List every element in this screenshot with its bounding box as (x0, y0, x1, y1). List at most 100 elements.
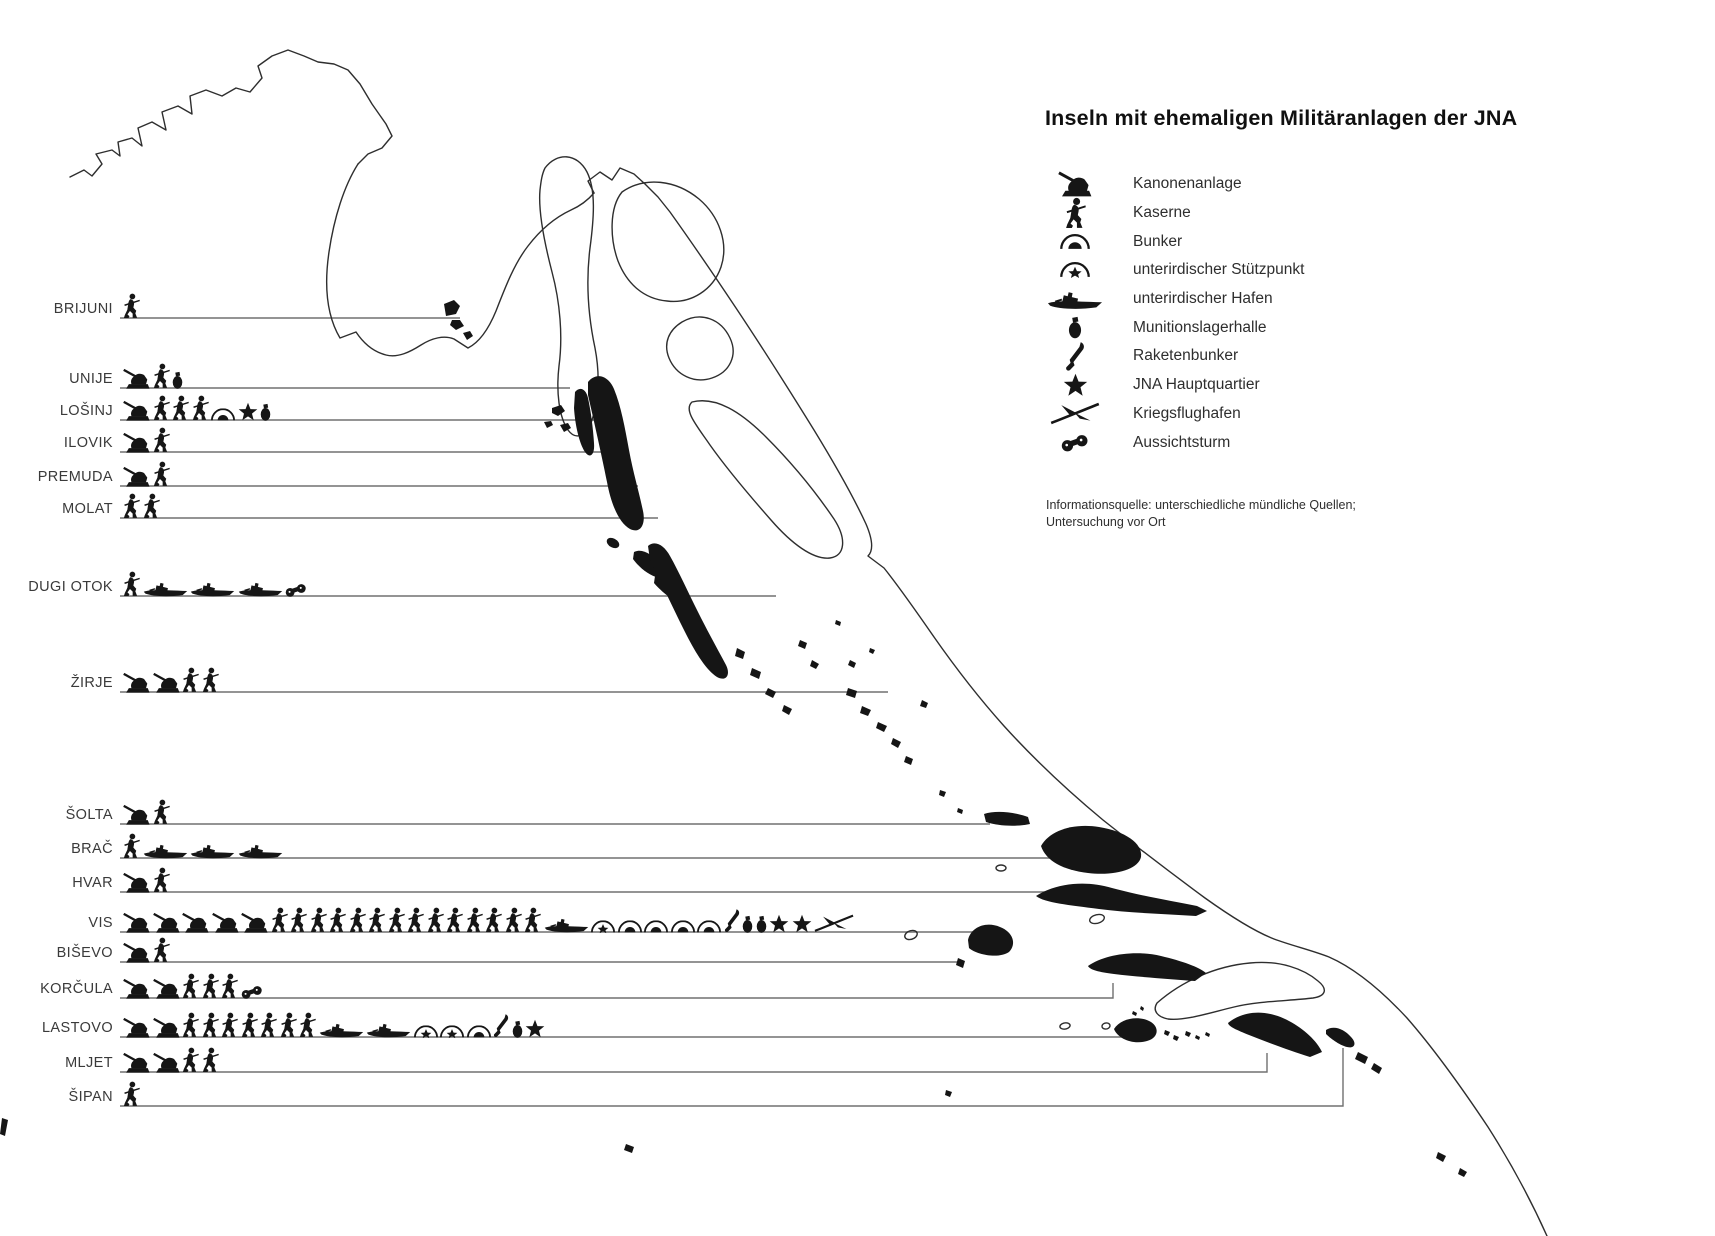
kanonenanlage-icon (153, 1052, 180, 1073)
legend-item-hafen: unterirdischer Hafen (1048, 285, 1304, 314)
bunker-icon (618, 920, 642, 933)
legend-label: Bunker (1133, 232, 1183, 250)
facility-icons-molat (123, 493, 160, 519)
munitionslagerhalle-icon (260, 403, 271, 421)
kaserne-icon (143, 493, 160, 519)
facility-icons-unije (123, 363, 183, 389)
facility-icons-žirje (123, 667, 219, 693)
kaserne-icon (153, 395, 170, 421)
facility-icons-korčula (123, 973, 263, 999)
kaserne-icon (182, 1012, 199, 1038)
kaserne-icon (123, 493, 140, 519)
facility-icons-dugi-otok (123, 571, 307, 597)
kaserne-icon (485, 907, 502, 933)
legend-item-hauptquartier: JNA Hauptquartier (1048, 371, 1304, 400)
kaserne-icon (202, 973, 219, 999)
hafen-icon (190, 842, 235, 859)
facility-icons-vis (123, 907, 854, 933)
legend: Kanonenanlage Kaserne Bunker unterirdischer… (1048, 170, 1304, 457)
aussichtsturm-icon (285, 583, 307, 597)
kaserne-icon (1065, 197, 1086, 230)
legend-label: Kriegsflughafen (1133, 404, 1241, 422)
kanonenanlage-icon (153, 978, 180, 999)
legend-item-kriegsflughafen: Kriegsflughafen (1048, 400, 1304, 429)
hafen-icon (544, 916, 589, 933)
facility-icons-mljet (123, 1047, 219, 1073)
kaserne-icon (299, 1012, 316, 1038)
legend-icon-box (1048, 341, 1102, 372)
raketenbunker-icon (493, 1013, 509, 1038)
legend-icon-box (1048, 401, 1102, 426)
aussichtsturm-icon (1061, 434, 1089, 452)
legend-item-bunker: Bunker (1048, 227, 1304, 256)
kaserne-icon (123, 293, 140, 319)
kanonenanlage-icon (182, 912, 209, 933)
kaserne-icon (524, 907, 541, 933)
facility-icons-lošinj (123, 395, 271, 421)
island-label-premuda: PREMUDA (37, 469, 113, 485)
hafen-icon (190, 580, 235, 597)
island-label-molat: MOLAT (62, 501, 113, 517)
kaserne-icon (280, 1012, 297, 1038)
stuetzpunkt-icon (1060, 262, 1090, 278)
island-label-mljet: MLJET (65, 1055, 113, 1071)
source-note: Informationsquelle: unterschiedliche mün… (1046, 497, 1356, 531)
kanonenanlage-icon (153, 912, 180, 933)
kaserne-icon (182, 1047, 199, 1073)
legend-label: Aussichtsturm (1133, 433, 1231, 451)
legend-item-kanonenanlage: Kanonenanlage (1048, 170, 1304, 199)
kaserne-icon (466, 907, 483, 933)
kaserne-icon (202, 667, 219, 693)
facility-icons-šolta (123, 799, 170, 825)
facility-icons-šipan (123, 1081, 140, 1107)
munitionslagerhalle-icon (756, 915, 767, 933)
legend-label: unterirdischer Stützpunkt (1133, 261, 1305, 279)
legend-item-raketenbunker: Raketenbunker (1048, 342, 1304, 371)
legend-item-munitionslagerhalle: Munitionslagerhalle (1048, 313, 1304, 342)
kaserne-icon (153, 461, 170, 487)
leader-line-šipan (120, 1048, 1344, 1107)
raketenbunker-icon (724, 908, 740, 933)
island-label-korčula: KORČULA (40, 981, 113, 997)
legend-icon-box (1048, 171, 1102, 197)
kaserne-icon (221, 1012, 238, 1038)
kaserne-icon (153, 937, 170, 963)
kanonenanlage-icon (123, 978, 150, 999)
kanonenanlage-icon (153, 672, 180, 693)
kriegsflughafen-icon (814, 913, 854, 933)
kaserne-icon (446, 907, 463, 933)
legend-icon-box (1048, 262, 1102, 278)
aussichtsturm-icon (241, 985, 263, 999)
facility-icons-premuda (123, 461, 170, 487)
kaserne-icon (407, 907, 424, 933)
legend-icon-box (1048, 373, 1102, 397)
kaserne-icon (349, 907, 366, 933)
munitionslagerhalle-icon (1068, 316, 1082, 339)
kanonenanlage-icon (123, 1017, 150, 1038)
island-label-vis: VIS (88, 915, 113, 931)
kaserne-icon (172, 395, 189, 421)
bunker-icon (697, 920, 721, 933)
legend-icon-box (1048, 289, 1102, 310)
munitionslagerhalle-icon (172, 371, 183, 389)
kaserne-icon (221, 973, 238, 999)
kanonenanlage-icon (123, 400, 150, 421)
hafen-icon (238, 842, 283, 859)
legend-label: Munitionslagerhalle (1133, 318, 1267, 336)
legend-label: Kaserne (1133, 204, 1191, 222)
hauptquartier-icon (1063, 373, 1088, 397)
kaserne-icon (123, 1081, 140, 1107)
legend-label: unterirdischer Hafen (1133, 290, 1273, 308)
island-label-lošinj: LOŠINJ (59, 403, 113, 419)
kaserne-icon (241, 1012, 258, 1038)
kanonenanlage-icon (123, 872, 150, 893)
hauptquartier-icon (525, 1019, 545, 1038)
island-label-lastovo: LASTOVO (41, 1020, 113, 1036)
island-label-brač: BRAČ (71, 841, 113, 857)
kaserne-icon (153, 427, 170, 453)
legend-label: Raketenbunker (1133, 347, 1239, 365)
stuetzpunkt-icon (414, 1025, 438, 1038)
kaserne-icon (153, 363, 170, 389)
kanonenanlage-icon (123, 1052, 150, 1073)
facility-icons-hvar (123, 867, 170, 893)
